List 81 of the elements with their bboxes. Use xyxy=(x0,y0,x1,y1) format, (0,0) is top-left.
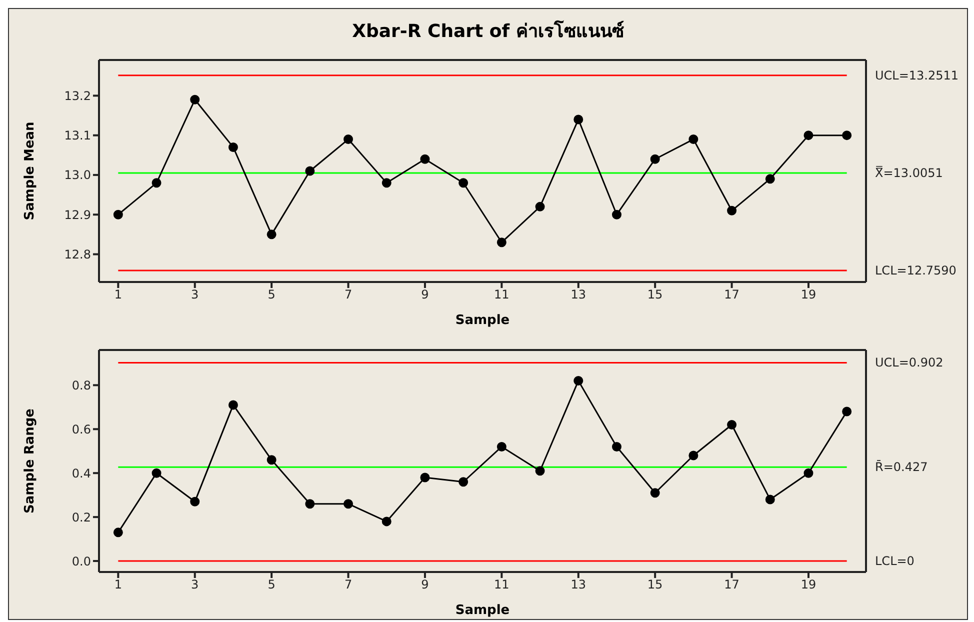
point xyxy=(688,450,698,460)
y-tick-label: 0.8 xyxy=(72,378,91,392)
point xyxy=(535,466,545,476)
x-tick-label: 19 xyxy=(800,578,816,592)
point xyxy=(228,142,238,152)
x-tick-label: 3 xyxy=(191,288,199,302)
x-tick-label: 5 xyxy=(268,578,276,592)
point xyxy=(574,114,584,124)
point xyxy=(420,154,430,164)
x-tick-label: 1 xyxy=(114,578,122,592)
point xyxy=(152,178,162,188)
point xyxy=(804,130,814,140)
x-tick-label: 5 xyxy=(268,288,276,302)
x-tick-label: 9 xyxy=(421,288,429,302)
point xyxy=(420,472,430,482)
point xyxy=(344,499,354,509)
ref-line-label: UCL=0.902 xyxy=(875,356,944,370)
x-tick-label: 1 xyxy=(114,288,122,302)
point xyxy=(496,238,506,248)
point xyxy=(190,496,200,506)
point xyxy=(804,468,814,478)
x-axis-title: Sample xyxy=(455,603,510,618)
y-tick-label: 13.2 xyxy=(64,88,91,103)
point xyxy=(382,178,392,188)
point xyxy=(765,174,775,184)
point xyxy=(344,134,354,144)
y-tick-label: 12.9 xyxy=(64,208,91,222)
x-tick-label: 15 xyxy=(647,288,663,302)
y-tick-label: 0.6 xyxy=(72,422,91,436)
point xyxy=(152,468,162,478)
ref-line-label: LCL=0 xyxy=(875,554,914,568)
x-tick-label: 15 xyxy=(647,578,663,592)
point xyxy=(612,442,622,452)
point xyxy=(842,406,852,416)
y-tick-label: 0.4 xyxy=(72,466,91,480)
y-axis-title: Sample Mean xyxy=(22,122,38,220)
point xyxy=(113,210,123,220)
point xyxy=(650,488,660,498)
point xyxy=(727,206,737,216)
chart-title: Xbar-R Chart of ค่าเรโซแนนซ์ xyxy=(352,20,624,42)
point xyxy=(688,134,698,144)
point xyxy=(113,528,123,538)
point xyxy=(842,130,852,140)
point xyxy=(228,400,238,410)
point xyxy=(266,230,276,240)
x-tick-label: 3 xyxy=(191,578,199,592)
x-tick-label: 13 xyxy=(570,288,586,302)
y-tick-label: 12.8 xyxy=(64,248,91,262)
point xyxy=(305,499,315,509)
point xyxy=(305,166,315,176)
y-tick-label: 0.2 xyxy=(72,510,91,524)
x-tick-label: 17 xyxy=(724,288,740,302)
y-tick-label: 0.0 xyxy=(72,554,91,568)
point xyxy=(190,94,200,104)
x-tick-label: 7 xyxy=(344,288,352,302)
y-tick-label: 13.0 xyxy=(64,168,91,182)
x-tick-label: 19 xyxy=(800,288,816,302)
ref-line-label: UCL=13.2511 xyxy=(875,68,959,82)
x-tick-label: 11 xyxy=(494,288,510,302)
point xyxy=(496,442,506,452)
x-axis-title: Sample xyxy=(455,313,510,328)
point xyxy=(650,154,660,164)
point xyxy=(535,202,545,212)
x-tick-label: 17 xyxy=(724,578,740,592)
point xyxy=(765,494,775,504)
point xyxy=(458,178,468,188)
point xyxy=(574,376,584,386)
ref-line-label: LCL=12.7590 xyxy=(875,264,956,278)
y-axis-title: Sample Range xyxy=(22,408,38,514)
y-tick-label: 13.1 xyxy=(64,128,91,143)
point xyxy=(382,516,392,526)
x-tick-label: 7 xyxy=(344,578,352,592)
ref-line-label: R̄=0.427 xyxy=(875,460,928,474)
point xyxy=(612,210,622,220)
point xyxy=(727,420,737,430)
ref-line-label: X̿=13.0051 xyxy=(875,164,943,180)
point xyxy=(458,477,468,487)
point xyxy=(266,455,276,465)
x-tick-label: 11 xyxy=(494,578,510,592)
x-tick-label: 9 xyxy=(421,578,429,592)
x-tick-label: 13 xyxy=(570,578,586,592)
